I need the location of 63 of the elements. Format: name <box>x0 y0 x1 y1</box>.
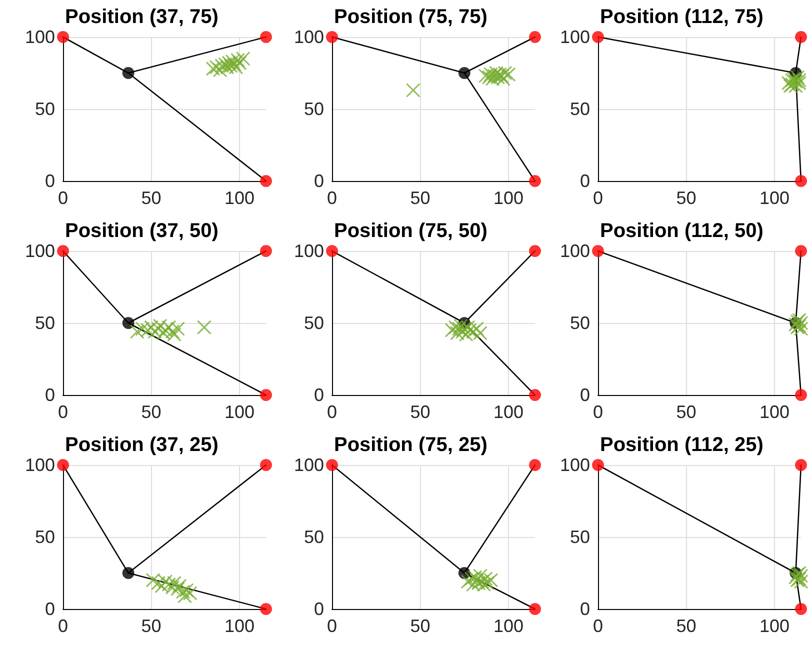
y-tick-label: 50 <box>34 527 55 547</box>
chart-title: Position (112, 25) <box>600 434 764 456</box>
x-tick-label: 100 <box>760 188 790 208</box>
x-tick-label: 50 <box>141 402 162 422</box>
y-tick-label: 50 <box>304 99 324 119</box>
y-tick-label: 50 <box>570 99 590 119</box>
y-tick-label: 0 <box>314 599 324 619</box>
y-tick-label: 0 <box>44 385 55 405</box>
chart-title: Position (37, 50) <box>65 220 218 242</box>
x-tick-label: 0 <box>58 402 68 422</box>
chart-title: Position (37, 75) <box>65 6 218 28</box>
y-tick-label: 0 <box>314 171 324 191</box>
chart-title: Position (112, 75) <box>600 6 764 28</box>
y-tick-label: 50 <box>34 313 55 333</box>
x-tick-label: 50 <box>410 402 430 422</box>
y-tick-label: 50 <box>304 313 324 333</box>
y-tick-label: 0 <box>580 599 590 619</box>
x-tick-label: 0 <box>592 188 604 208</box>
y-tick-label: 0 <box>580 385 590 405</box>
x-tick-label: 100 <box>760 616 790 636</box>
x-tick-label: 50 <box>141 188 162 208</box>
x-tick-label: 100 <box>224 188 255 208</box>
y-tick-label: 50 <box>570 527 590 547</box>
y-tick-label: 0 <box>44 171 55 191</box>
x-tick-label: 100 <box>224 402 255 422</box>
y-tick-label: 50 <box>304 527 324 547</box>
x-tick-label: 0 <box>592 616 604 636</box>
chart-title: Position (37, 25) <box>65 434 218 456</box>
x-tick-label: 50 <box>410 616 430 636</box>
y-tick-label: 100 <box>560 241 590 261</box>
y-tick-label: 100 <box>24 241 55 261</box>
y-tick-label: 50 <box>570 313 590 333</box>
y-tick-label: 100 <box>294 455 324 475</box>
y-tick-label: 100 <box>294 27 324 47</box>
x-tick-label: 100 <box>494 402 524 422</box>
y-tick-label: 0 <box>44 599 55 619</box>
x-tick-label: 100 <box>494 188 524 208</box>
y-tick-label: 100 <box>560 455 590 475</box>
chart-title: Position (75, 75) <box>334 6 488 28</box>
x-tick-label: 100 <box>494 616 524 636</box>
x-tick-label: 100 <box>760 402 790 422</box>
y-tick-label: 100 <box>24 27 55 47</box>
x-tick-label: 0 <box>326 616 338 636</box>
x-tick-label: 0 <box>326 402 338 422</box>
x-tick-label: 0 <box>326 188 338 208</box>
x-tick-label: 0 <box>58 616 68 636</box>
x-tick-label: 50 <box>676 402 696 422</box>
x-tick-label: 50 <box>676 188 696 208</box>
y-tick-label: 0 <box>580 171 590 191</box>
x-tick-label: 0 <box>592 402 604 422</box>
y-tick-label: 100 <box>294 241 324 261</box>
x-tick-label: 50 <box>410 188 430 208</box>
chart-title: Position (75, 50) <box>334 220 488 242</box>
x-tick-label: 100 <box>224 616 255 636</box>
y-tick-label: 100 <box>24 455 55 475</box>
chart-title: Position (112, 50) <box>600 220 764 242</box>
y-tick-label: 100 <box>560 27 590 47</box>
y-tick-label: 50 <box>34 99 55 119</box>
x-tick-label: 50 <box>676 616 696 636</box>
x-tick-label: 50 <box>141 616 162 636</box>
y-tick-label: 0 <box>314 385 324 405</box>
chart-title: Position (75, 25) <box>334 434 488 456</box>
x-tick-label: 0 <box>58 188 68 208</box>
